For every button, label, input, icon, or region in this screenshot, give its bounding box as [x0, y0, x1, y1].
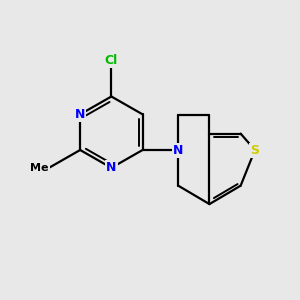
Text: N: N	[106, 161, 116, 174]
Text: N: N	[173, 143, 183, 157]
Text: Cl: Cl	[105, 54, 118, 67]
Text: N: N	[75, 108, 85, 121]
Text: S: S	[250, 143, 260, 157]
Text: Me: Me	[30, 163, 49, 173]
